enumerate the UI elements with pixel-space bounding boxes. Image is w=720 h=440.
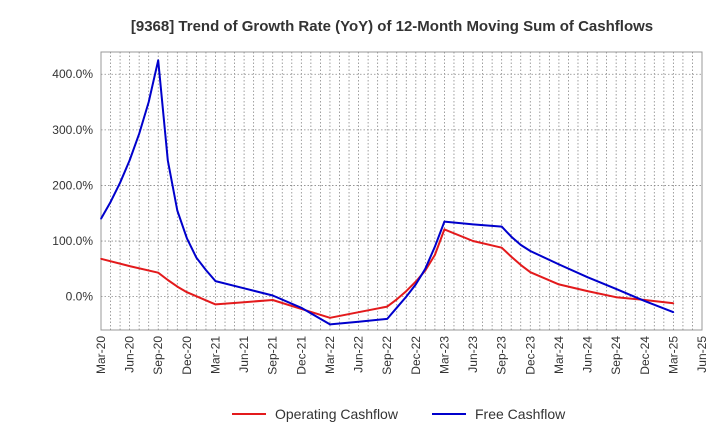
data-point-free-cashflow (386, 318, 389, 320)
data-point-free-cashflow (157, 59, 159, 62)
data-point-free-cashflow (615, 288, 617, 290)
x-tick-label: Mar-20 (94, 336, 108, 374)
data-point-free-cashflow (644, 300, 646, 302)
data-point-operating-cashflow (672, 302, 675, 305)
data-point-free-cashflow (357, 320, 360, 323)
data-point-operating-cashflow (615, 296, 617, 299)
data-point-free-cashflow (176, 209, 179, 212)
x-tick-label: Jun-25 (695, 336, 709, 373)
data-point-operating-cashflow (128, 265, 131, 267)
data-point-free-cashflow (586, 276, 589, 279)
data-point-free-cashflow (243, 287, 245, 290)
data-point-free-cashflow (205, 269, 207, 271)
y-tick-label: 400.0% (52, 67, 93, 81)
data-point-operating-cashflow (386, 305, 389, 308)
data-point-free-cashflow (395, 307, 398, 309)
plot-area (100, 51, 703, 331)
x-tick-label: Sep-24 (609, 336, 623, 375)
x-tick-label: Mar-21 (208, 336, 222, 374)
x-tick-label: Sep-20 (151, 336, 165, 375)
data-point-operating-cashflow (405, 290, 408, 292)
data-point-free-cashflow (100, 218, 102, 220)
x-tick-label: Mar-22 (323, 336, 337, 374)
data-point-free-cashflow (300, 307, 303, 309)
data-point-free-cashflow (472, 223, 474, 226)
x-tick-label: Sep-22 (380, 336, 394, 375)
data-point-operating-cashflow (519, 264, 522, 266)
data-point-free-cashflow (186, 237, 188, 240)
data-point-free-cashflow (167, 159, 169, 162)
legend: Operating Cashflow Free Cashflow (232, 406, 566, 422)
data-point-operating-cashflow (357, 311, 360, 314)
y-tick-label: 0.0% (66, 290, 94, 304)
plot-frame (100, 51, 703, 331)
y-tick-label: 300.0% (52, 123, 93, 137)
x-tick-label: Mar-24 (552, 336, 566, 374)
data-point-free-cashflow (443, 220, 446, 223)
data-point-operating-cashflow (100, 258, 102, 260)
data-point-free-cashflow (119, 181, 121, 184)
data-point-operating-cashflow (529, 271, 532, 274)
data-point-free-cashflow (128, 159, 131, 162)
data-point-operating-cashflow (558, 283, 560, 286)
data-point-free-cashflow (147, 101, 150, 103)
legend-label-free-cashflow: Free Cashflow (475, 406, 566, 422)
data-point-free-cashflow (329, 323, 331, 326)
x-tick-label: Dec-20 (180, 336, 194, 375)
chart-title: [9368] Trend of Growth Rate (YoY) of 12-… (131, 18, 653, 35)
data-point-free-cashflow (510, 235, 512, 238)
y-tick-label: 100.0% (52, 234, 93, 248)
data-point-operating-cashflow (434, 254, 436, 256)
data-point-free-cashflow (415, 283, 417, 286)
x-tick-label: Mar-23 (437, 336, 451, 374)
x-tick-label: Jun-24 (581, 336, 595, 373)
data-point-operating-cashflow (271, 299, 274, 301)
x-tick-label: Dec-22 (409, 336, 423, 375)
x-tick-label: Mar-25 (666, 336, 680, 374)
data-point-operating-cashflow (472, 240, 474, 242)
data-point-operating-cashflow (510, 255, 512, 258)
data-point-free-cashflow (558, 263, 560, 266)
x-tick-label: Sep-21 (266, 336, 280, 375)
legend-label-operating-cashflow: Operating Cashflow (275, 406, 399, 422)
data-point-free-cashflow (109, 201, 112, 203)
x-tick-label: Sep-23 (495, 336, 509, 375)
data-point-free-cashflow (271, 294, 274, 297)
x-tick-label: Jun-22 (352, 336, 366, 373)
data-point-free-cashflow (500, 225, 503, 228)
data-point-operating-cashflow (443, 228, 446, 231)
data-point-operating-cashflow (157, 271, 159, 274)
data-point-operating-cashflow (214, 303, 217, 306)
data-point-operating-cashflow (586, 290, 589, 292)
data-point-free-cashflow (214, 280, 217, 282)
data-point-free-cashflow (195, 256, 198, 259)
data-point-free-cashflow (424, 268, 427, 270)
x-tick-label: Jun-20 (123, 336, 137, 373)
data-point-free-cashflow (529, 250, 532, 252)
x-axis: Mar-20 Jun-20 Sep-20 Dec-20 Mar-21 Jun-21 Sep-… (94, 336, 709, 375)
y-axis: 0.0% 100.0% 200.0% 300.0% 400.0% (52, 67, 93, 303)
x-tick-label: Jun-23 (466, 336, 480, 373)
grid-lines (101, 52, 702, 330)
data-point-operating-cashflow (329, 317, 331, 319)
data-point-free-cashflow (672, 311, 675, 314)
x-tick-label: Dec-21 (294, 336, 308, 375)
data-point-free-cashflow (138, 132, 140, 135)
data-point-free-cashflow (405, 295, 408, 298)
data-point-operating-cashflow (243, 301, 245, 304)
x-tick-label: Dec-23 (523, 336, 537, 375)
data-point-operating-cashflow (186, 291, 188, 294)
x-tick-label: Jun-21 (237, 336, 251, 373)
data-point-free-cashflow (519, 244, 522, 246)
data-point-operating-cashflow (395, 298, 398, 301)
series-layer (100, 59, 675, 326)
data-point-operating-cashflow (167, 279, 169, 281)
y-tick-label: 200.0% (52, 178, 93, 192)
data-point-operating-cashflow (176, 285, 179, 288)
data-point-operating-cashflow (500, 246, 503, 249)
data-point-free-cashflow (434, 245, 436, 248)
x-tick-label: Dec-24 (638, 336, 652, 375)
